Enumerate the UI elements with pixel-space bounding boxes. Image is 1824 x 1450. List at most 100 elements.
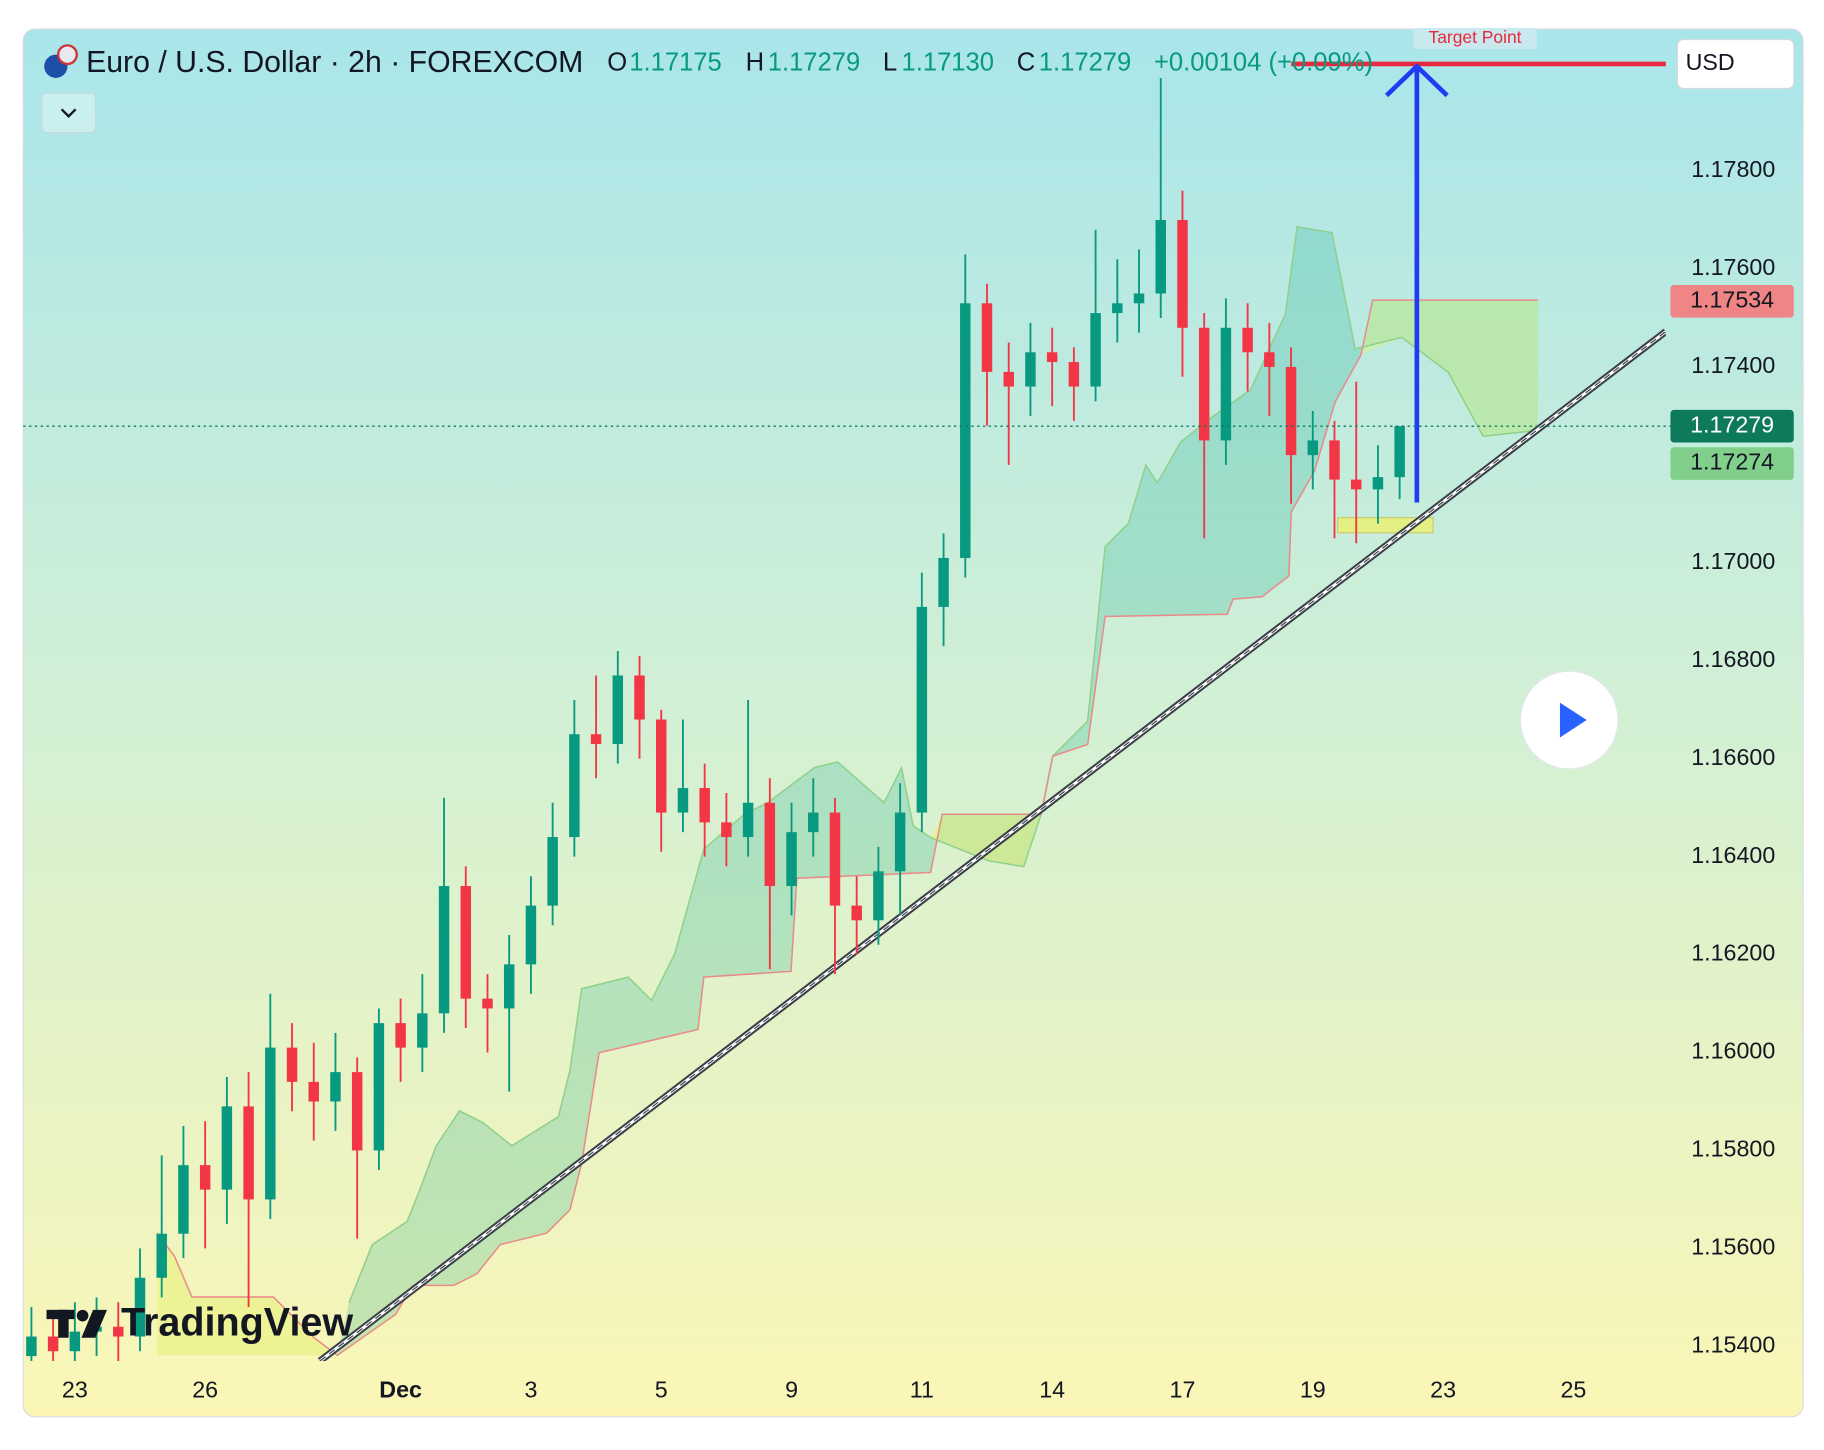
y-tick-label: 1.17400 bbox=[1691, 352, 1775, 378]
candle-body bbox=[1285, 366, 1297, 456]
candle-body bbox=[981, 303, 993, 372]
collapse-button[interactable] bbox=[41, 92, 96, 134]
x-tick-label: 26 bbox=[192, 1376, 218, 1402]
ohlc-key: L bbox=[883, 49, 897, 77]
price-marker-label: 1.17279 bbox=[1690, 411, 1774, 437]
candle-body bbox=[916, 606, 928, 813]
y-tick-label: 1.15400 bbox=[1691, 1331, 1775, 1357]
y-tick-label: 1.17000 bbox=[1691, 548, 1775, 574]
candle-body bbox=[1112, 303, 1123, 314]
ohlc-change: +0.00104 (+0.09%) bbox=[1154, 49, 1373, 77]
candle-body bbox=[1177, 220, 1188, 328]
y-tick-label: 1.16000 bbox=[1691, 1038, 1775, 1064]
candle-body bbox=[656, 719, 667, 813]
candle-body bbox=[330, 1072, 341, 1102]
candle-body bbox=[113, 1326, 124, 1337]
ohlc-value: 1.17130 bbox=[902, 49, 994, 77]
candle-body bbox=[547, 837, 558, 906]
y-tick-label: 1.15800 bbox=[1691, 1136, 1775, 1162]
candle-body bbox=[1198, 327, 1210, 441]
brand-name: TradingView bbox=[121, 1300, 353, 1344]
candle-body bbox=[1133, 293, 1145, 304]
candle-body bbox=[308, 1081, 319, 1102]
y-tick-label: 1.16600 bbox=[1691, 744, 1775, 770]
candle-body bbox=[417, 1013, 428, 1048]
y-tick-label: 1.15600 bbox=[1691, 1234, 1775, 1260]
ohlc-key: C bbox=[1017, 49, 1035, 77]
candle-body bbox=[569, 734, 580, 838]
x-tick-label: 23 bbox=[1430, 1376, 1456, 1402]
span-a bbox=[348, 225, 1538, 1304]
candle-body bbox=[721, 822, 732, 838]
span-b bbox=[156, 299, 1538, 1357]
candle-body bbox=[1394, 426, 1405, 478]
candle-body bbox=[1329, 440, 1340, 480]
price-marker bbox=[1670, 285, 1794, 318]
trendline-dash bbox=[319, 331, 1666, 1362]
candle-body bbox=[1220, 327, 1232, 441]
symbol-icon bbox=[56, 44, 78, 66]
candle-body bbox=[26, 1336, 37, 1357]
y-tick-label: 1.17800 bbox=[1691, 156, 1775, 182]
y-tick-label: 1.16200 bbox=[1691, 940, 1775, 966]
price-marker bbox=[1670, 447, 1794, 480]
cloud-yellow bbox=[157, 1233, 338, 1356]
ohlc-key: H bbox=[746, 49, 764, 77]
candle-body bbox=[1046, 352, 1058, 363]
candle-body bbox=[265, 1047, 276, 1200]
candle-body bbox=[1372, 477, 1384, 490]
candle-body bbox=[1307, 440, 1319, 456]
candle-body bbox=[438, 886, 450, 1014]
symbol-title: Euro / U.S. Dollar · 2h · FOREXCOM bbox=[86, 46, 583, 79]
candle-body bbox=[808, 812, 819, 833]
x-tick-label: Dec bbox=[379, 1376, 422, 1402]
candle-body bbox=[525, 905, 537, 965]
candle-body bbox=[742, 802, 754, 838]
price-marker-label: 1.17274 bbox=[1690, 449, 1774, 475]
x-tick-label: 25 bbox=[1560, 1376, 1586, 1402]
candle-body bbox=[482, 998, 493, 1009]
brand-logo bbox=[46, 1309, 108, 1338]
candle-body bbox=[829, 812, 841, 906]
x-tick-label: 23 bbox=[62, 1376, 88, 1402]
candle-body bbox=[69, 1331, 81, 1352]
x-tick-label: 14 bbox=[1039, 1376, 1065, 1402]
ohlc-value: 1.17279 bbox=[1039, 49, 1131, 77]
candle-body bbox=[221, 1106, 233, 1190]
candle-body bbox=[894, 812, 906, 872]
x-tick-label: 9 bbox=[785, 1376, 798, 1402]
candle-body bbox=[395, 1023, 406, 1048]
candle-body bbox=[938, 557, 949, 607]
candle-body bbox=[1264, 352, 1275, 367]
y-tick-label: 1.17600 bbox=[1691, 254, 1775, 280]
candle-body bbox=[612, 675, 624, 745]
plot-area bbox=[26, 78, 1666, 1362]
x-tick-label: 19 bbox=[1300, 1376, 1326, 1402]
candle-body bbox=[1090, 313, 1101, 387]
candle-body bbox=[156, 1233, 167, 1278]
candle-body bbox=[786, 832, 797, 887]
chevron-icon bbox=[60, 108, 77, 118]
candle-body bbox=[178, 1165, 189, 1234]
candle-body bbox=[134, 1277, 146, 1337]
ohlc-value: 1.17175 bbox=[629, 49, 721, 77]
candle-body bbox=[286, 1047, 298, 1082]
candle-body bbox=[1025, 352, 1036, 387]
candle-body bbox=[503, 964, 515, 1009]
candle-body bbox=[1003, 371, 1014, 387]
ichimoku-cloud bbox=[337, 226, 1538, 1356]
cloud-yellow bbox=[1361, 300, 1538, 437]
price-marker bbox=[1670, 409, 1794, 443]
ohlc-key: O bbox=[607, 49, 627, 77]
candle-body bbox=[1242, 327, 1253, 353]
currency-button[interactable] bbox=[1676, 38, 1795, 89]
candle-body bbox=[764, 802, 776, 887]
candle-body bbox=[699, 788, 710, 823]
candle-body bbox=[873, 871, 884, 921]
candle-body bbox=[851, 905, 862, 921]
currency-label: USD bbox=[1686, 49, 1735, 75]
target-label: Target Point bbox=[1428, 27, 1521, 47]
x-tick-label: 17 bbox=[1170, 1376, 1196, 1402]
